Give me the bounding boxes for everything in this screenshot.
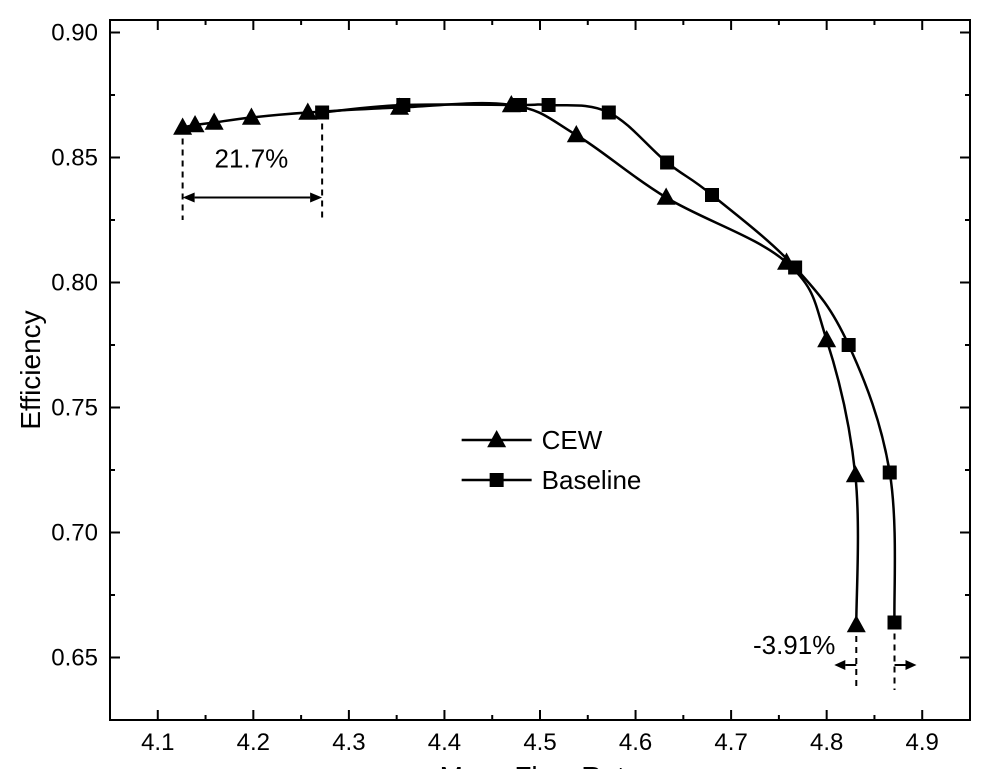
- x-tick-label: 4.3: [332, 729, 365, 756]
- x-tick-label: 4.5: [523, 729, 556, 756]
- y-tick-label: 0.70: [51, 520, 98, 547]
- chart-background: [0, 0, 1000, 769]
- y-axis-label: Efficiency: [15, 310, 46, 429]
- y-tick-label: 0.65: [51, 645, 98, 672]
- marker-square: [705, 188, 719, 202]
- x-tick-label: 4.4: [428, 729, 461, 756]
- x-axis-label: Mass Flow Rate: [440, 761, 641, 769]
- x-tick-label: 4.1: [141, 729, 174, 756]
- annotation-label: -3.91%: [753, 630, 835, 660]
- marker-square: [660, 156, 674, 170]
- marker-square: [542, 98, 556, 112]
- marker-square: [513, 98, 527, 112]
- y-tick-label: 0.75: [51, 395, 98, 422]
- marker-square: [490, 473, 504, 487]
- marker-square: [602, 106, 616, 120]
- annotation-label: 21.7%: [215, 144, 289, 174]
- x-tick-label: 4.9: [906, 729, 939, 756]
- x-tick-label: 4.6: [619, 729, 652, 756]
- marker-square: [842, 338, 856, 352]
- y-tick-label: 0.80: [51, 270, 98, 297]
- marker-square: [883, 466, 897, 480]
- marker-square: [396, 98, 410, 112]
- x-tick-label: 4.2: [237, 729, 270, 756]
- chart-svg: 4.1 4.2 4.3 4.4 4.5 4.6 4.7 4.8 4.9 Mass Flow Rat…: [0, 0, 1000, 769]
- marker-square: [788, 261, 802, 275]
- efficiency-vs-massflow-chart: 4.1 4.2 4.3 4.4 4.5 4.6 4.7 4.8 4.9 Mass Flow Rat…: [0, 0, 1000, 769]
- x-tick-label: 4.8: [810, 729, 843, 756]
- y-tick-label: 0.90: [51, 20, 98, 47]
- legend-label: CEW: [542, 425, 603, 455]
- y-tick-label: 0.85: [51, 145, 98, 172]
- x-tick-label: 4.7: [714, 729, 747, 756]
- legend-label: Baseline: [542, 465, 642, 495]
